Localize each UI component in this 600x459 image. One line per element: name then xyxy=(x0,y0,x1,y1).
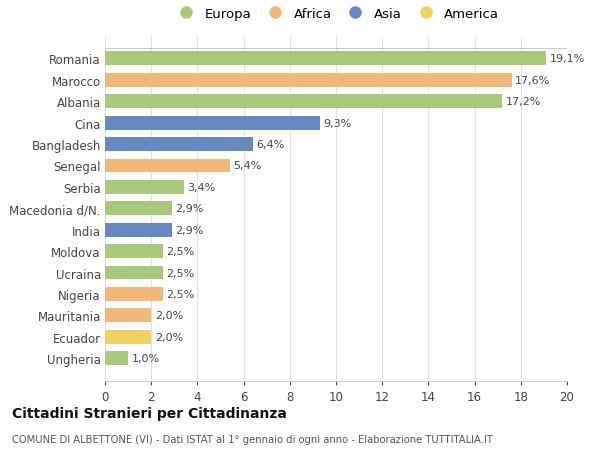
Text: 2,5%: 2,5% xyxy=(166,246,194,257)
Bar xyxy=(105,180,184,195)
Bar xyxy=(105,52,546,66)
Bar xyxy=(105,159,230,173)
Bar xyxy=(105,74,512,88)
Text: 9,3%: 9,3% xyxy=(323,118,352,129)
Text: 6,4%: 6,4% xyxy=(256,140,284,150)
Bar xyxy=(105,309,151,323)
Text: 17,6%: 17,6% xyxy=(515,76,550,86)
Text: 2,5%: 2,5% xyxy=(166,268,194,278)
Bar xyxy=(105,95,502,109)
Text: COMUNE DI ALBETTONE (VI) - Dati ISTAT al 1° gennaio di ogni anno - Elaborazione : COMUNE DI ALBETTONE (VI) - Dati ISTAT al… xyxy=(12,434,493,444)
Text: 2,0%: 2,0% xyxy=(155,332,183,342)
Bar xyxy=(105,202,172,216)
Text: 19,1%: 19,1% xyxy=(550,54,585,64)
Text: 2,5%: 2,5% xyxy=(166,289,194,299)
Bar xyxy=(105,287,163,301)
Bar xyxy=(105,245,163,258)
Bar xyxy=(105,117,320,130)
Text: 2,9%: 2,9% xyxy=(175,204,204,214)
Text: 3,4%: 3,4% xyxy=(187,183,215,192)
Bar xyxy=(105,138,253,152)
Text: Cittadini Stranieri per Cittadinanza: Cittadini Stranieri per Cittadinanza xyxy=(12,406,287,420)
Text: 2,0%: 2,0% xyxy=(155,311,183,321)
Bar xyxy=(105,330,151,344)
Bar xyxy=(105,266,163,280)
Text: 5,4%: 5,4% xyxy=(233,161,262,171)
Text: 2,9%: 2,9% xyxy=(175,225,204,235)
Text: 1,0%: 1,0% xyxy=(131,353,160,364)
Text: 17,2%: 17,2% xyxy=(506,97,541,107)
Bar xyxy=(105,223,172,237)
Legend: Europa, Africa, Asia, America: Europa, Africa, Asia, America xyxy=(170,5,502,23)
Bar xyxy=(105,352,128,365)
